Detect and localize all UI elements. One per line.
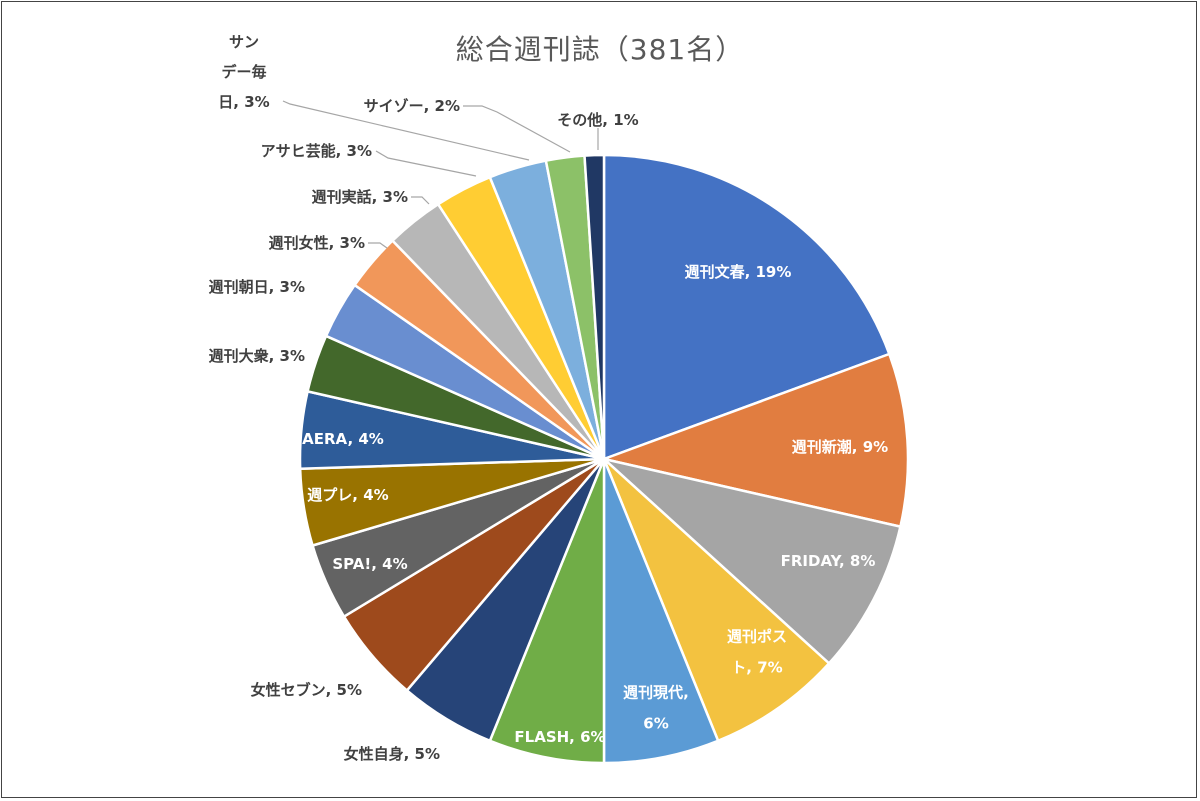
pie-slice xyxy=(602,457,720,765)
slice-label: 週刊朝日, 3% xyxy=(209,278,305,296)
slice-label: 週刊新潮, 9% xyxy=(792,438,888,456)
chart-title: 総合週刊誌（381名） xyxy=(455,33,745,66)
slice-label: ト, 7% xyxy=(731,659,782,677)
pie-slice xyxy=(602,457,831,743)
slice-label: デー毎 xyxy=(221,63,266,81)
slice-label: FLASH, 6% xyxy=(514,728,605,746)
slice-label: SPA!, 4% xyxy=(332,555,407,573)
leader-line xyxy=(411,196,430,205)
slice-label: 週刊実話, 3% xyxy=(312,188,408,206)
slice-label: 週刊女性, 3% xyxy=(269,234,365,252)
slice-label: 6% xyxy=(643,715,668,733)
slice-label: サン xyxy=(229,33,259,51)
slice-label: その他, 1% xyxy=(557,111,638,129)
slice-label: 女性自身, 5% xyxy=(344,745,440,763)
pie-slices xyxy=(298,153,910,765)
slice-label: サイゾー, 2% xyxy=(364,97,460,115)
pie-slice xyxy=(602,153,891,461)
pie-slice xyxy=(488,457,606,765)
slice-label: AERA, 4% xyxy=(302,430,384,448)
slice-label: 週刊現代, xyxy=(623,684,689,702)
pie-slice xyxy=(602,352,910,528)
slice-label: 女性セブン, 5% xyxy=(251,681,362,699)
slice-label: 日, 3% xyxy=(218,93,269,111)
slice-label: 週刊文春, 19% xyxy=(685,263,792,281)
leader-line xyxy=(375,150,477,177)
slice-label: 週刊大衆, 3% xyxy=(209,347,305,365)
leader-line xyxy=(368,242,388,249)
slice-label: 週プレ, 4% xyxy=(307,486,388,504)
leader-line xyxy=(463,105,571,153)
slice-label: 週刊ポス xyxy=(727,628,787,646)
pie-slice xyxy=(602,457,902,665)
slice-label: FRIDAY, 8% xyxy=(781,552,876,570)
slice-label: アサヒ芸能, 3% xyxy=(261,142,372,160)
leader-line xyxy=(282,100,530,161)
pie-slice xyxy=(583,153,606,461)
